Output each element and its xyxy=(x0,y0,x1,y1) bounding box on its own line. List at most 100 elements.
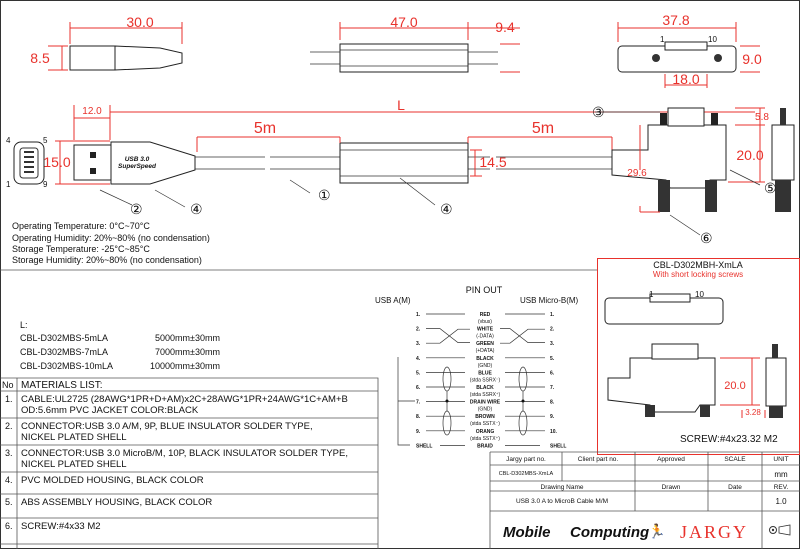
material-no: 2. xyxy=(5,421,13,431)
pin-left: 8. xyxy=(416,414,421,420)
wire-line xyxy=(426,328,545,343)
port-pin-4: 4 xyxy=(6,136,11,145)
length-list: L: CBL-D302MBS-5mLA 5000mm±30mm CBL-D302… xyxy=(20,320,220,371)
approved-label: Approved xyxy=(657,456,685,463)
variant-pin1: 1 xyxy=(649,290,654,299)
dim-middle-height-main: 14.5 xyxy=(479,154,506,170)
dim-micro-b-depth: 29.6 xyxy=(627,168,647,179)
spec-storage-humidity: Storage Humidity: 20%~80% (no condensati… xyxy=(12,255,202,265)
wire-signal: (stda SSTX⁺) xyxy=(470,436,500,442)
wire-signal: (vbus) xyxy=(478,319,492,325)
dim-micro-b-top: 5.8 xyxy=(755,112,769,123)
pin-right: 5. xyxy=(550,356,555,362)
material-text: NICKEL PLATED SHELL xyxy=(21,432,127,443)
material-text: PVC MOLDED HOUSING, BLACK COLOR xyxy=(21,475,204,486)
port-pin-5: 5 xyxy=(43,136,48,145)
wire-color: RED xyxy=(480,312,491,318)
pin-left: 2. xyxy=(416,327,421,333)
materials-table: No MATERIALS LIST: 1. CABLE:UL2725 (28AWG… xyxy=(0,377,379,549)
material-no: 6. xyxy=(5,521,13,531)
dim-micro-b-height: 9.0 xyxy=(742,51,762,67)
dim-usb-a-length: 30.0 xyxy=(126,14,153,30)
wire-color: BLACK xyxy=(476,385,494,391)
logo-computing: Computing xyxy=(570,524,649,541)
wire-signal: (GND) xyxy=(478,363,493,369)
spec-storage-temp: Storage Temperature: -25°C~85°C xyxy=(12,244,150,254)
logo-mobile: Mobile xyxy=(503,524,551,541)
pin-left: 5. xyxy=(416,370,421,376)
material-text: NICKEL PLATED SHELL xyxy=(21,459,127,470)
length-part: CBL-D302MBS-5mLA xyxy=(20,333,108,343)
pin-left: 6. xyxy=(416,385,421,391)
wire-color: BLACK xyxy=(476,356,494,362)
pin-right: 3. xyxy=(550,341,555,347)
wire-signal: (+DATA) xyxy=(476,348,495,354)
drawn-label: Drawn xyxy=(662,484,681,491)
materials-no-header: No xyxy=(2,380,14,390)
pin-left: SHELL xyxy=(416,443,432,449)
wire-signal: (stda SSRX⁺) xyxy=(470,392,501,398)
material-text: SCREW:#4x33 M2 xyxy=(21,521,101,532)
material-text: OD:5.6mm PVC JACKET COLOR:BLACK xyxy=(21,405,199,416)
main-view: 4 5 1 9 15.0 USB 3.0 SuperSpeed 12.0 14.… xyxy=(6,97,795,246)
pin-left: 3. xyxy=(416,341,421,347)
length-part: CBL-D302MBS-7mLA xyxy=(20,347,108,357)
superspeed-logo-text: SuperSpeed xyxy=(118,163,157,170)
jargy-part-value: CBL-D302MBS-XmLA xyxy=(499,471,554,477)
length-value: 5000mm±30mm xyxy=(155,333,220,343)
dim-segment1: 5m xyxy=(254,120,276,137)
rev-value: 1.0 xyxy=(775,497,787,506)
callout-4b: ④ xyxy=(440,201,453,217)
dim-overall-length: L xyxy=(397,97,405,113)
drawing-name: USB 3.0 A to MicroB Cable M/M xyxy=(516,498,608,505)
specs: Operating Temperature: 0°C~70°C Operatin… xyxy=(12,221,210,265)
wire-color: BROWN xyxy=(475,414,495,420)
pin-left: 9. xyxy=(416,429,421,435)
spec-op-temp: Operating Temperature: 0°C~70°C xyxy=(12,221,150,231)
callout-1: ① xyxy=(318,187,331,203)
title-block: Jargy part no. Client part no. Approved … xyxy=(489,451,800,549)
wire-signal: (stda SSRX⁻) xyxy=(470,377,501,383)
pin-right: 2. xyxy=(550,327,555,333)
pin-right: 6. xyxy=(550,370,555,376)
dim-middle-length: 47.0 xyxy=(390,14,417,30)
materials-header: MATERIALS LIST: xyxy=(21,380,103,391)
client-part-label: Client part no. xyxy=(578,456,619,463)
material-text: CONNECTOR:USB 3.0 A/M, 9P, BLUE INSULATO… xyxy=(21,421,313,432)
wire-signal: (stda SSTX⁻) xyxy=(470,421,500,427)
dim-micro-b-height-main: 20.0 xyxy=(736,147,763,163)
variant-subtitle: With short locking screws xyxy=(653,270,743,279)
rev-label: REV. xyxy=(774,484,789,491)
pin-right: 1. xyxy=(550,312,555,318)
wire-color: DRAIN WIRE xyxy=(470,400,501,406)
variant-pin10: 10 xyxy=(695,290,704,299)
material-text: CONNECTOR:USB 3.0 MicroB/M, 10P, BLACK I… xyxy=(21,448,348,459)
projection-symbol-icon xyxy=(769,524,791,536)
length-value: 7000mm±30mm xyxy=(155,347,220,357)
material-text: CABLE:UL2725 (28AWG*1PR+D+AM)x2C+28AWG*1… xyxy=(21,394,348,405)
dim-micro-b-width: 18.0 xyxy=(672,71,699,87)
wire-line xyxy=(426,328,545,344)
wire-signal: (-DATA) xyxy=(476,334,494,340)
pin-right: 10. xyxy=(550,429,558,435)
length-label: L: xyxy=(20,320,28,330)
top-view-middle: 47.0 9.4 xyxy=(310,14,520,73)
dim-micro-b-length: 37.8 xyxy=(662,12,689,28)
variant-title: CBL-D302MBH-XmLA xyxy=(653,260,743,270)
material-no: 1. xyxy=(5,394,13,404)
scale-label: SCALE xyxy=(724,456,746,463)
unit-label: UNIT xyxy=(773,456,788,463)
spec-op-humidity: Operating Humidity: 20%~80% (no condensa… xyxy=(12,233,210,243)
pin-left: 1. xyxy=(416,312,421,318)
variant-screw: SCREW:#4x23.32 M2 xyxy=(680,434,778,445)
length-value: 10000mm±30mm xyxy=(150,361,220,371)
dim-segment2: 5m xyxy=(532,120,554,137)
pinout: PIN OUT USB A(M) USB Micro-B(M) 1. 1.RED(… xyxy=(375,285,579,449)
pin-left: 4. xyxy=(416,356,421,362)
drawing-name-label: Drawing Name xyxy=(541,484,584,491)
logo-jargy: JARGY xyxy=(680,522,748,542)
callout-6: ⑥ xyxy=(700,230,713,246)
material-no: 4. xyxy=(5,475,13,485)
pin-right: SHELL xyxy=(550,443,566,449)
